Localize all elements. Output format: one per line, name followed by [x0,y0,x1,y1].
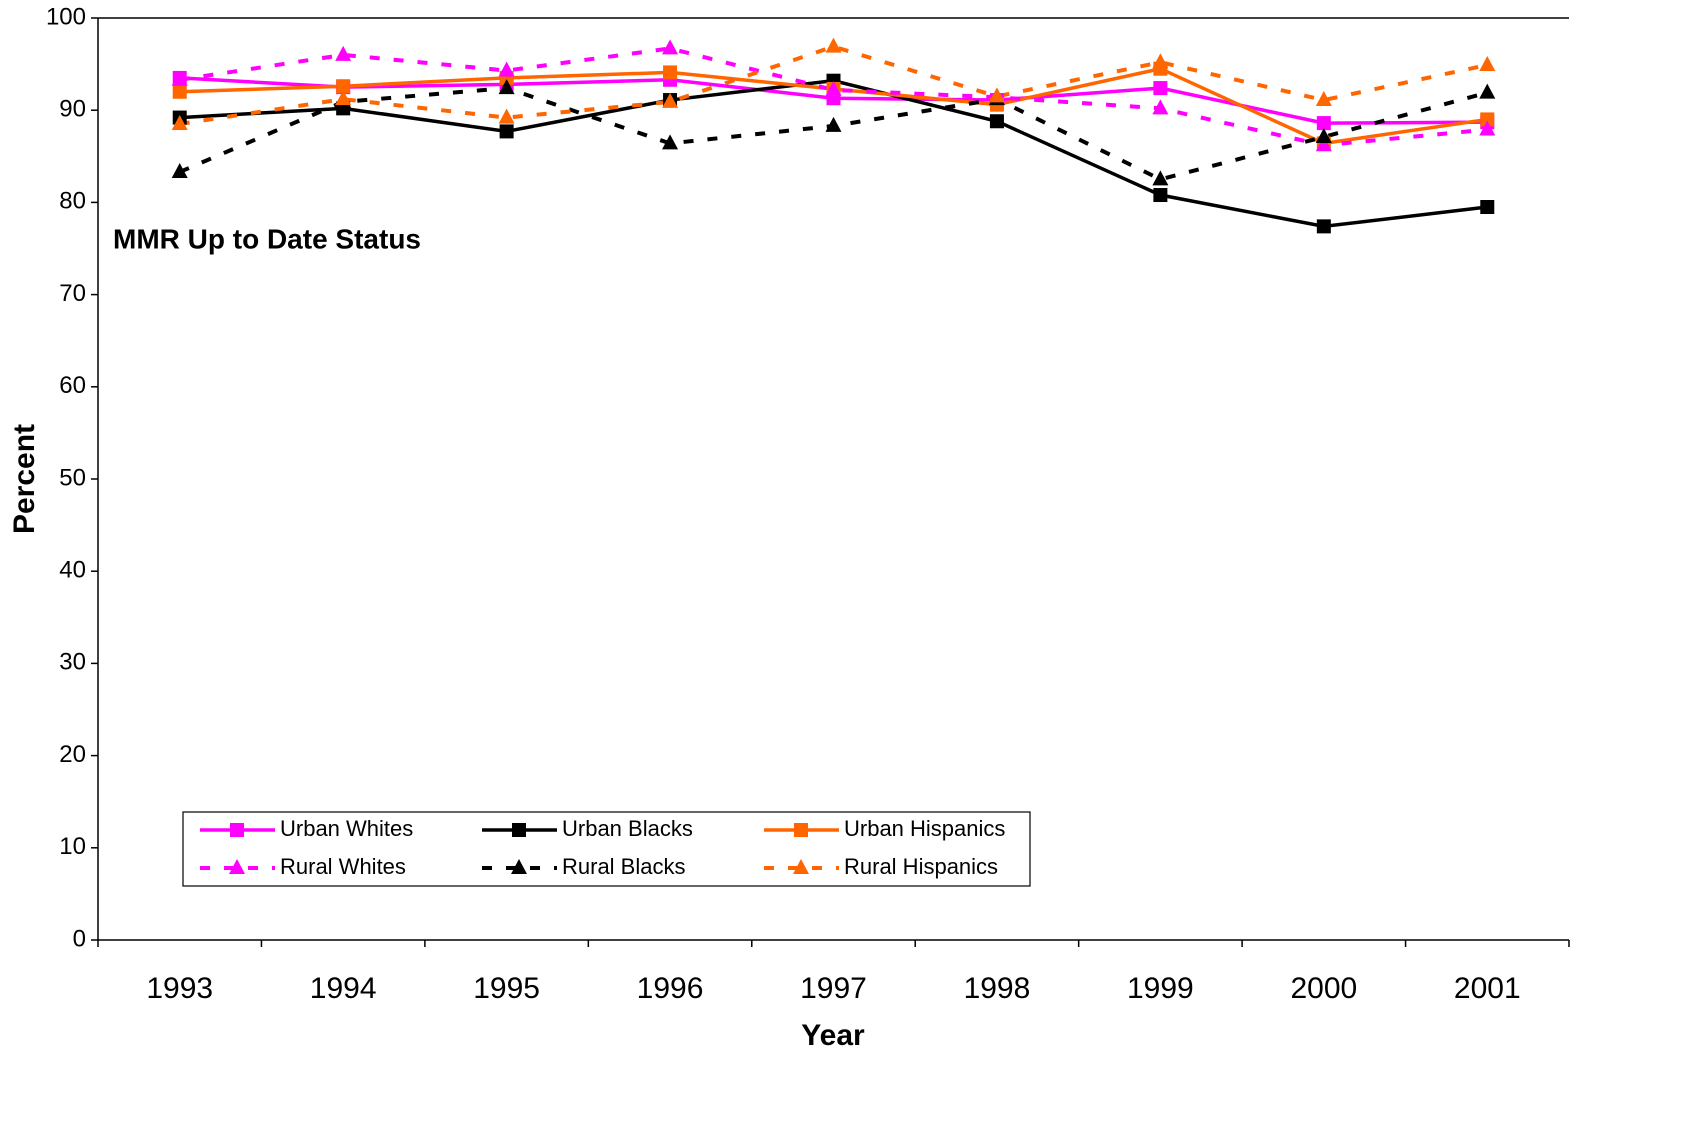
data-point [171,162,188,178]
legend-box [182,811,1031,887]
legend-marker [512,823,526,837]
legend-marker [793,859,809,874]
y-tick-label: 70 [59,280,86,307]
y-tick-label: 60 [59,372,86,399]
data-point [498,79,515,95]
data-point [1479,56,1496,72]
x-tick-label: 2001 [1454,972,1521,1005]
data-point [1152,170,1169,186]
legend-marker [230,823,244,837]
data-point [1480,112,1495,127]
x-axis-label: Year [801,1019,865,1052]
legend: Urban Whites Urban Blacks Urban Hispanics R… [182,811,1031,887]
data-point [1479,83,1496,99]
legend-label: Rural Whites [280,854,406,879]
data-point [1152,53,1169,69]
y-tick-label: 40 [59,557,86,584]
y-tick-label: 0 [73,925,86,952]
y-tick-label: 30 [59,649,86,676]
data-point [498,108,515,124]
data-point [1316,116,1331,131]
data-point [1480,200,1495,215]
data-point [825,80,842,96]
legend-label: Urban Blacks [562,816,693,841]
data-point [171,70,188,86]
data-point [499,124,514,139]
data-point [825,116,842,132]
y-tick-label: 100 [46,3,86,30]
data-point [662,134,679,150]
data-point [1315,136,1332,152]
data-point [335,45,352,61]
x-tick-label: 1994 [310,972,377,1005]
y-tick-label: 50 [59,464,86,491]
data-point [825,37,842,53]
legend-label: Rural Blacks [562,854,685,879]
x-tick-label: 1995 [473,972,540,1005]
x-tick-label: 1997 [800,972,867,1005]
x-tick-label: 1998 [964,972,1031,1005]
y-tick-label: 80 [59,188,86,215]
data-point [1152,99,1169,115]
data-point [1315,91,1332,107]
data-point [335,90,352,106]
x-tick-label: 1993 [146,972,213,1005]
x-tick-label: 1999 [1127,972,1194,1005]
series-line [179,46,1488,148]
x-tick-label: 2000 [1290,972,1357,1005]
data-point [498,61,515,77]
series-line [179,44,1488,127]
data-point [662,39,679,55]
data-point [336,79,351,94]
legend-label: Rural Hispanics [844,854,998,879]
data-point [662,92,679,108]
data-point [1479,120,1496,136]
data-point [1153,81,1168,96]
data-point [663,65,678,80]
data-point [1315,127,1332,143]
legend-label: Urban Hispanics [844,816,1005,841]
y-tick-label: 10 [59,833,86,860]
data-point [171,115,188,131]
annotation: MMR Up to Date Status [113,223,421,254]
legend-marker [229,859,245,874]
legend-label: Urban Whites [280,816,413,841]
y-tick-label: 20 [59,741,86,768]
y-axis-label: Percent [8,424,41,534]
legend-marker [794,823,808,837]
data-point [172,84,187,99]
legend-marker [511,859,527,874]
data-point [989,114,1004,129]
x-tick-label: 1996 [637,972,704,1005]
data-point [988,87,1005,103]
data-point [1153,188,1168,203]
y-tick-label: 90 [59,96,86,123]
data-point [1316,219,1331,234]
